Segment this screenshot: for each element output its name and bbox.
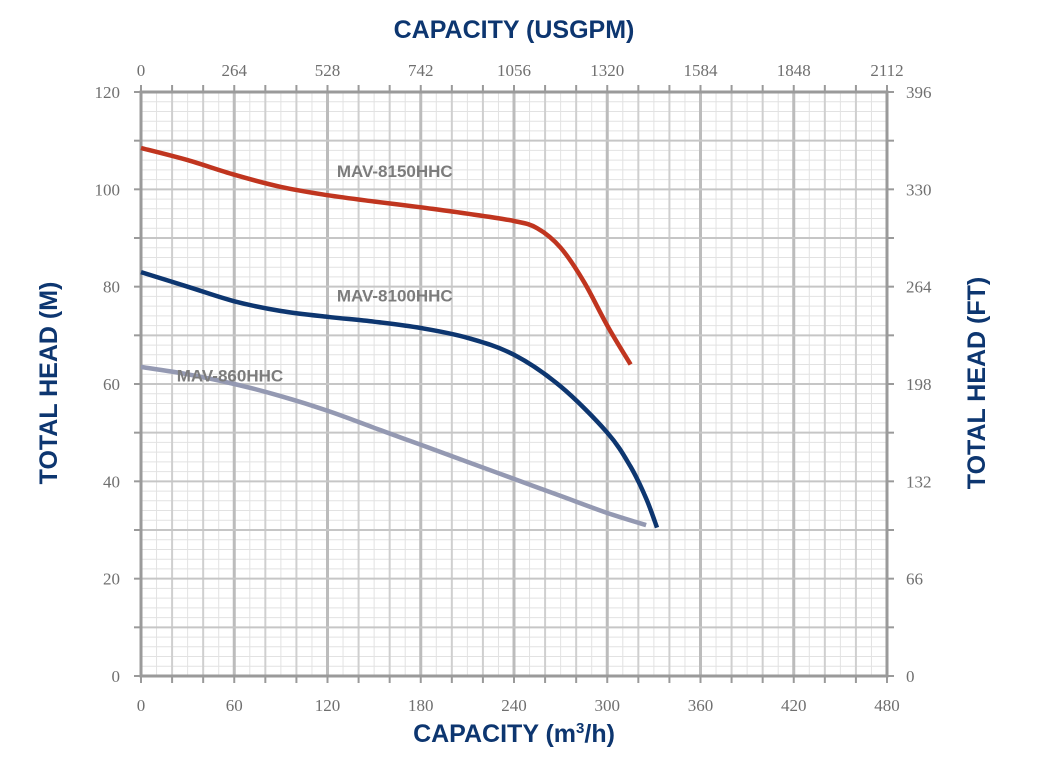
y-tick-label: 0 [112,667,121,686]
x-tick-label: 180 [408,696,434,715]
right-tick-label: 132 [906,472,932,491]
top-tick-label: 1320 [590,61,624,80]
top-tick-label: 1848 [777,61,811,80]
y-tick-label: 100 [95,180,121,199]
y-tick-label: 120 [95,83,121,102]
right-tick-label: 66 [906,570,923,589]
x-tick-label: 480 [874,696,900,715]
top-tick-label: 2112 [870,61,903,80]
bottom-axis-title: CAPACITY (m3/h) [413,720,615,748]
pump-curve-chart: MAV-8150HHCMAV-8100HHCMAV-860HHC 0060264… [0,0,1055,776]
right-tick-label: 264 [906,278,932,297]
top-tick-label: 742 [408,61,434,80]
right-tick-label: 330 [906,180,932,199]
x-tick-label: 300 [595,696,621,715]
top-tick-label: 1056 [497,61,531,80]
top-axis-title: CAPACITY (USGPM) [394,16,635,44]
top-tick-label: 1584 [684,61,719,80]
x-tick-label: 360 [688,696,714,715]
right-axis-title: TOTAL HEAD (FT) [963,277,991,489]
curve-labels: MAV-8150HHC MAV-8100HHC MAV-860HHC [177,162,453,385]
right-tick-label: 396 [906,83,932,102]
y-tick-label: 40 [103,472,120,491]
x-tick-label: 0 [137,696,146,715]
top-tick-label: 264 [222,61,248,80]
bottom-axis-title-main: CAPACITY (m [413,720,576,748]
top-tick-label: 0 [137,61,146,80]
x-tick-label: 420 [781,696,807,715]
right-tick-label: 0 [906,667,915,686]
right-tick-label: 198 [906,375,932,394]
y-tick-label: 20 [103,570,120,589]
x-tick-label: 60 [226,696,243,715]
y-tick-label: 80 [103,278,120,297]
bottom-axis-title-end: /h) [584,720,615,748]
top-tick-label: 528 [315,61,341,80]
x-tick-label: 240 [501,696,527,715]
curve-label: MAV-860HHC [177,367,283,386]
x-tick-label: 120 [315,696,341,715]
left-axis-title: TOTAL HEAD (M) [35,282,63,485]
curve-mav-860hhc [141,367,646,525]
y-tick-label: 60 [103,375,120,394]
curve-label: MAV-8100HHC [337,286,453,305]
bottom-axis-title-sup: 3 [576,720,584,737]
curve-label: MAV-8150HHC [337,162,453,181]
